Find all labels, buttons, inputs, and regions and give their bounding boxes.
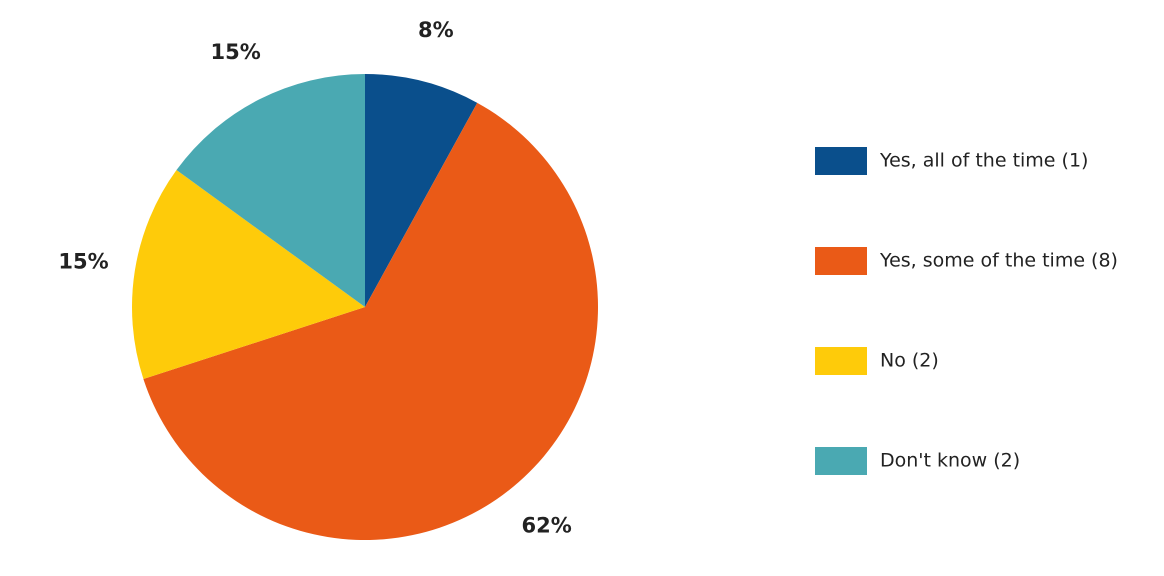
- data-label: 15%: [210, 40, 260, 64]
- legend-label: Don't know (2): [880, 450, 1020, 472]
- legend-swatch: [815, 447, 867, 475]
- pie-slice: [143, 102, 599, 540]
- data-label: 15%: [58, 249, 108, 273]
- data-label: 62%: [522, 514, 572, 538]
- legend-swatch: [815, 247, 867, 275]
- data-label: 8%: [418, 18, 454, 42]
- legend-label: No (2): [880, 350, 939, 372]
- pie-slice: [365, 74, 478, 307]
- legend-label: Yes, all of the time (1): [879, 150, 1088, 172]
- legend-swatch: [815, 347, 867, 375]
- pie-slice: [132, 170, 365, 380]
- legend-label: Yes, some of the time (8): [879, 250, 1118, 272]
- legend-swatch: [815, 147, 867, 175]
- pie-slice: [176, 74, 365, 307]
